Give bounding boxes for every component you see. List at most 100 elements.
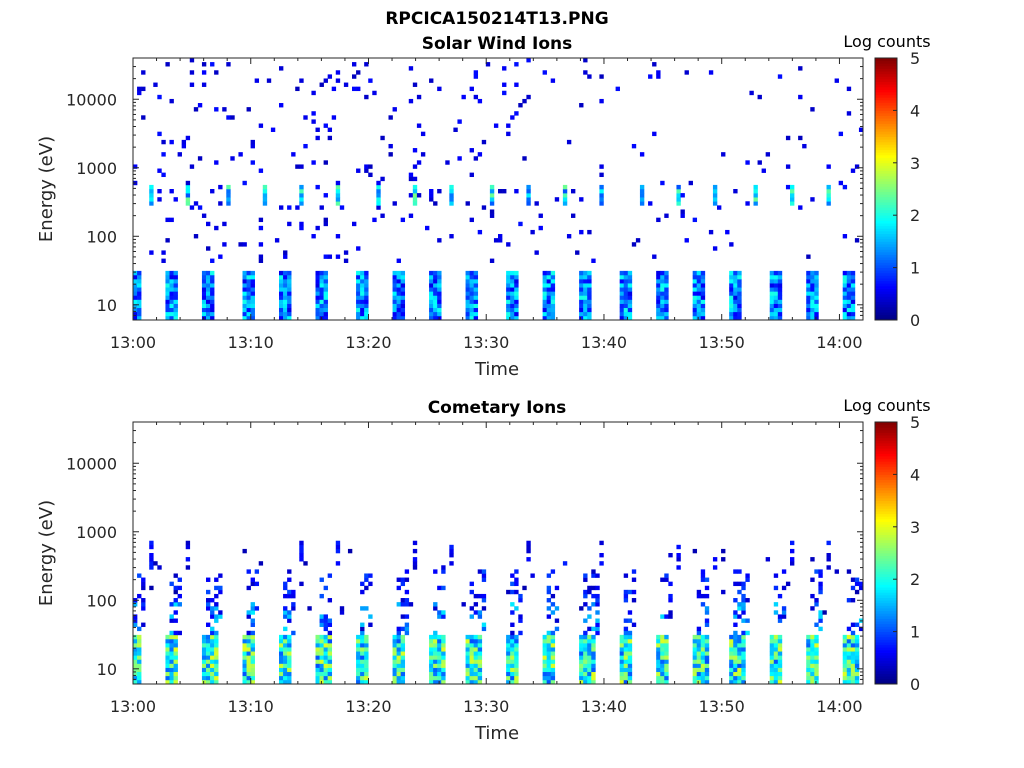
spectrogram-cell xyxy=(469,606,474,611)
spectrogram-cell xyxy=(465,315,470,321)
spectrogram-cell xyxy=(137,655,142,660)
spectrogram-cell xyxy=(412,540,418,546)
spectrogram-cell xyxy=(842,295,848,300)
colorbar-segment xyxy=(875,254,897,258)
spectrogram-cell xyxy=(623,634,629,640)
spectrogram-cell xyxy=(518,630,523,636)
spectrogram-cell xyxy=(319,659,324,664)
spectrogram-cell xyxy=(623,274,629,280)
spectrogram-cell xyxy=(210,643,215,648)
spectrogram-cell xyxy=(400,679,406,685)
spectrogram-cell xyxy=(287,291,292,296)
spectrogram-cell xyxy=(177,602,182,607)
spectrogram-cell xyxy=(165,651,170,656)
spectrogram-cell xyxy=(214,225,219,231)
spectrogram-cell xyxy=(331,86,337,92)
spectrogram-cell xyxy=(343,250,349,255)
spectrogram-cell xyxy=(319,622,324,627)
spectrogram-cell xyxy=(814,671,819,677)
spectrogram-cell xyxy=(335,78,341,83)
spectrogram-cell xyxy=(660,663,665,668)
spectrogram-cell xyxy=(250,618,255,623)
spectrogram-cell xyxy=(400,643,406,648)
spectrogram-cell xyxy=(319,655,324,660)
spectrogram-cell xyxy=(360,675,365,681)
spectrogram-cell xyxy=(810,197,815,202)
colorbar-segment xyxy=(875,259,897,263)
spectrogram-cell xyxy=(173,585,178,591)
colorbar-segment xyxy=(875,649,897,653)
spectrogram-cell xyxy=(283,315,288,321)
spectrogram-cell xyxy=(546,585,552,591)
spectrogram-cell xyxy=(242,651,247,656)
spectrogram-cell xyxy=(583,299,588,304)
spectrogram-cell xyxy=(165,643,170,648)
spectrogram-cell xyxy=(510,581,515,587)
spectrogram-cell xyxy=(579,671,584,677)
colorbar-segment xyxy=(875,608,897,612)
spectrogram-cell xyxy=(364,168,369,173)
spectrogram-cell xyxy=(696,311,702,317)
spectrogram-cell xyxy=(327,618,333,623)
spectrogram-cell xyxy=(327,643,333,648)
spectrogram-cell xyxy=(850,295,856,300)
spectrogram-cell xyxy=(339,610,345,615)
spectrogram-cell xyxy=(542,315,547,321)
spectrogram-cell xyxy=(704,679,710,685)
spectrogram-cell xyxy=(627,283,633,288)
colorbar-segment xyxy=(875,644,897,648)
spectrogram-cell xyxy=(660,295,665,300)
spectrogram-cell xyxy=(388,152,393,157)
colorbar-segment xyxy=(875,594,897,598)
spectrogram-cell xyxy=(429,295,434,300)
spectrogram-cell xyxy=(392,279,397,284)
spectrogram-cell xyxy=(437,189,442,194)
spectrogram-cell xyxy=(169,651,174,656)
spectrogram-cell xyxy=(477,671,483,677)
spectrogram-cell xyxy=(502,90,507,96)
spectrogram-cell xyxy=(279,643,284,648)
spectrogram-cell xyxy=(404,622,410,627)
spectrogram-cell xyxy=(777,287,783,292)
spectrogram-cell xyxy=(631,242,637,247)
spectrogram-cell xyxy=(250,143,255,149)
spectrogram-cell xyxy=(218,184,223,190)
spectrogram-cell xyxy=(356,283,361,288)
spectrogram-cell xyxy=(737,651,742,656)
spectrogram-cell xyxy=(396,270,401,276)
spectrogram-cell xyxy=(826,540,831,546)
x-tick-label: 14:00 xyxy=(816,333,862,352)
colorbar-segment xyxy=(875,532,897,536)
spectrogram-cell xyxy=(299,553,304,558)
spectrogram-cell xyxy=(692,217,698,223)
spectrogram-cell xyxy=(818,573,823,578)
spectrogram-cell xyxy=(623,303,629,309)
spectrogram-cell xyxy=(854,647,860,652)
spectrogram-cell xyxy=(287,221,292,227)
spectrogram-cell xyxy=(392,638,397,644)
spectrogram-cell xyxy=(137,295,142,300)
spectrogram-cell xyxy=(287,311,292,317)
spectrogram-cell xyxy=(315,659,320,664)
spectrogram-cell xyxy=(810,315,815,321)
spectrogram-cell xyxy=(530,229,535,235)
spectrogram-cell xyxy=(250,307,255,313)
spectrogram-cell xyxy=(279,679,284,685)
spectrogram-cell xyxy=(246,311,251,317)
spectrogram-cell xyxy=(583,291,588,296)
spectrogram-cell xyxy=(615,86,620,92)
spectrogram-cell xyxy=(733,647,738,652)
spectrogram-cell xyxy=(315,315,320,321)
spectrogram-cell xyxy=(360,659,365,664)
spectrogram-cell xyxy=(769,315,775,321)
spectrogram-cell xyxy=(526,94,531,100)
spectrogram-cell xyxy=(579,291,584,296)
spectrogram-cell xyxy=(741,671,746,677)
spectrogram-cell xyxy=(291,602,296,607)
spectrogram-cell xyxy=(810,107,815,112)
spectrogram-cell xyxy=(526,540,531,546)
spectrogram-cell xyxy=(465,303,470,309)
spectrogram-cell xyxy=(810,671,815,677)
spectrogram-cell xyxy=(810,593,815,599)
spectrogram-cell xyxy=(404,614,410,619)
